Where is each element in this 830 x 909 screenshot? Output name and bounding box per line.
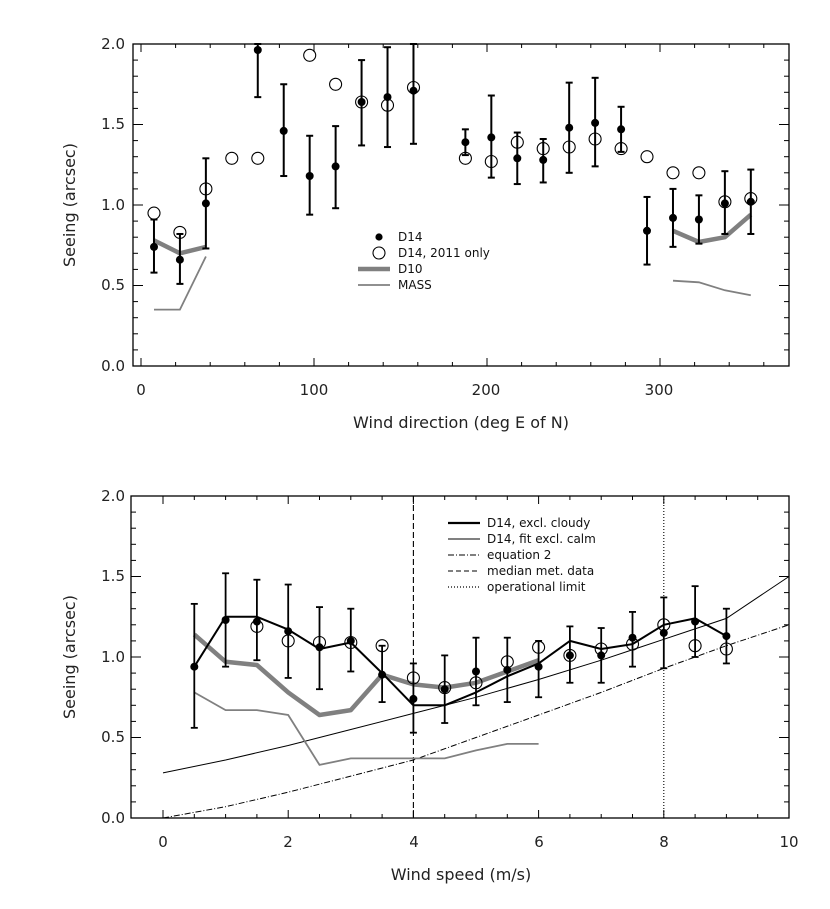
- top-y-tick-label: 0.5: [101, 276, 125, 294]
- bottom-y-tick-label: 0.5: [101, 728, 125, 746]
- top-y-tick-label: 0.0: [101, 357, 125, 375]
- d14-point: [643, 226, 651, 235]
- d14-point: [669, 213, 677, 222]
- legend-label-fit-excl-calm: D14, fit excl. calm: [487, 532, 596, 546]
- legend-label-median-met: median met. data: [487, 564, 594, 578]
- bottom-data-marks: [162, 496, 790, 819]
- d14-point: [221, 616, 230, 624]
- d14-point: [252, 617, 261, 626]
- legend-label-operational-limit: operational limit: [487, 580, 586, 594]
- top-x-tick-label: 100: [300, 381, 329, 399]
- d14-2011-point: [640, 150, 654, 164]
- top-y-axis-label: Seeing (arcsec): [60, 143, 79, 267]
- d14-point: [190, 662, 199, 671]
- d14-point: [357, 98, 366, 106]
- d14-point: [565, 123, 574, 132]
- top-legend: D14 D14, 2011 only D10 MASS: [358, 230, 490, 292]
- legend-marker-d14-2011: [372, 246, 386, 260]
- bottom-chart-panel: 0.0 0.5 1.0 1.5 2.0 0 2 4 6 8 10 Wind sp…: [60, 487, 799, 884]
- d14-point: [659, 628, 668, 637]
- bottom-x-axis-label: Wind speed (m/s): [391, 865, 532, 884]
- legend-label-d14-2011: D14, 2011 only: [398, 246, 490, 260]
- top-x-tick-label: 300: [645, 381, 674, 399]
- top-x-tick-labels: 0 100 200 300: [136, 381, 673, 399]
- bottom-legend: D14, excl. cloudy D14, fit excl. calm eq…: [448, 516, 596, 594]
- d14-2011-point: [303, 48, 317, 62]
- bottom-y-tick-label: 1.0: [101, 648, 125, 666]
- bottom-x-tick-labels: 0 2 4 6 8 10: [158, 833, 798, 851]
- bottom-y-tick-label: 1.5: [101, 567, 125, 585]
- d14-point: [383, 93, 392, 102]
- top-y-tick-label: 2.0: [101, 35, 125, 53]
- d14-point: [539, 155, 548, 164]
- top-x-tick-label: 0: [136, 381, 146, 399]
- top-y-tick-labels: 0.0 0.5 1.0 1.5 2.0: [101, 35, 125, 375]
- d14-point: [409, 694, 418, 703]
- d14-point: [253, 46, 262, 54]
- d14-point: [284, 627, 293, 636]
- d14-point: [503, 665, 512, 674]
- bottom-axes-ticks: [131, 495, 790, 819]
- d14-point: [461, 138, 470, 147]
- d14-2011-point: [692, 166, 706, 180]
- bottom-y-tick-label: 2.0: [101, 487, 125, 505]
- legend-label-excl-cloudy: D14, excl. cloudy: [487, 516, 590, 530]
- bottom-x-tick-label: 4: [409, 833, 419, 851]
- d14-point: [150, 242, 158, 251]
- d14-point: [175, 255, 184, 264]
- d14-point: [565, 651, 574, 660]
- d14-point: [694, 215, 703, 224]
- legend-label-d14: D14: [398, 230, 423, 244]
- d14-point: [534, 662, 543, 671]
- d14-point: [597, 651, 606, 660]
- d14-point: [472, 667, 480, 676]
- d14-point: [722, 632, 731, 641]
- d14-point: [201, 199, 210, 208]
- d14-point: [591, 118, 600, 127]
- d14-2011-point: [329, 77, 343, 91]
- bottom-x-tick-label: 10: [779, 833, 798, 851]
- equation-2-line: [162, 624, 790, 819]
- legend-marker-d14: [375, 233, 383, 241]
- d14-2011-point: [225, 151, 239, 165]
- d14-point: [440, 685, 449, 694]
- d14-point: [305, 172, 314, 180]
- d14-point: [513, 154, 522, 163]
- bottom-x-tick-label: 8: [659, 833, 669, 851]
- d14-2011-point: [251, 151, 265, 165]
- d14-point: [691, 617, 700, 626]
- d14-point: [409, 86, 418, 95]
- top-x-tick-label: 200: [472, 381, 501, 399]
- top-y-tick-label: 1.5: [101, 115, 125, 133]
- bottom-x-tick-label: 6: [534, 833, 544, 851]
- d14-point: [487, 133, 496, 142]
- d14-point: [331, 162, 340, 171]
- d14-point: [617, 125, 626, 134]
- mass-line: [154, 256, 207, 311]
- mass-line: [672, 279, 751, 297]
- top-y-tick-label: 1.0: [101, 196, 125, 214]
- d14-point: [378, 670, 387, 679]
- d14-2011-point: [666, 166, 680, 180]
- top-x-axis-label: Wind direction (deg E of N): [353, 413, 569, 432]
- top-data-marks: [147, 43, 758, 311]
- legend-label-d10: D10: [398, 262, 423, 276]
- bottom-x-tick-label: 2: [283, 833, 293, 851]
- mass-line: [193, 691, 539, 766]
- top-chart-panel: 0.0 0.5 1.0 1.5 2.0 0 100 200 300 Wind d…: [60, 35, 790, 432]
- d14-point: [279, 126, 288, 135]
- d14-point: [315, 643, 324, 652]
- d14-point: [720, 199, 729, 208]
- bottom-x-tick-label: 0: [158, 833, 168, 851]
- d10-line: [672, 213, 753, 245]
- legend-label-mass: MASS: [398, 278, 432, 292]
- d14-point: [628, 633, 637, 642]
- legend-label-equation-2: equation 2: [487, 548, 551, 562]
- bottom-y-axis-label: Seeing (arcsec): [60, 595, 79, 719]
- bottom-y-tick-label: 0.0: [101, 809, 125, 827]
- d14-point: [346, 636, 355, 645]
- bottom-y-tick-labels: 0.0 0.5 1.0 1.5 2.0: [101, 487, 125, 827]
- d14-point: [746, 197, 755, 206]
